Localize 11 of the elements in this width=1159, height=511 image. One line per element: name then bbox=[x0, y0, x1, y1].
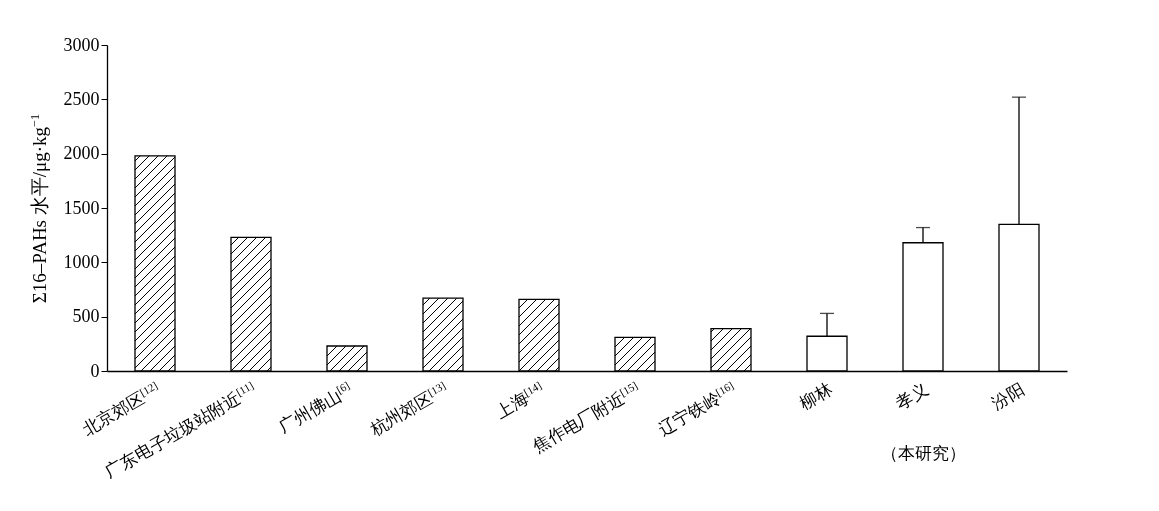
x-tick-label: 孝义 bbox=[892, 379, 932, 414]
y-tick-label: 2500 bbox=[63, 88, 100, 109]
y-tick-label: 2000 bbox=[63, 143, 100, 164]
x-tick-label: 汾阳 bbox=[988, 379, 1028, 414]
y-tick-label: 1500 bbox=[63, 197, 100, 218]
x-tick-label: 柳林 bbox=[796, 379, 836, 414]
y-tick-label: 0 bbox=[90, 360, 100, 381]
y-tick-label: 3000 bbox=[63, 34, 100, 55]
text: （本研究） bbox=[880, 444, 966, 463]
y-tick-label: 500 bbox=[72, 306, 100, 327]
y-tick-label: 1000 bbox=[63, 251, 100, 272]
